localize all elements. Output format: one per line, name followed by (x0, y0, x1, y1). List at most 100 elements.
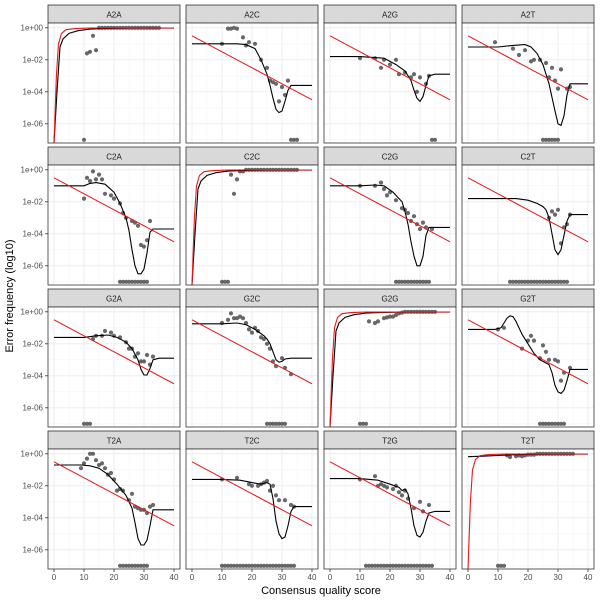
data-point (429, 137, 435, 142)
facet-panel-c2c: C2C (185, 146, 319, 286)
data-point (519, 279, 525, 284)
panel-plot-area (467, 177, 589, 284)
x-tick-label: 0 (52, 573, 57, 582)
data-point (552, 421, 558, 426)
nominal-error-line (329, 177, 451, 243)
data-point (81, 461, 87, 466)
fitted-error-line (468, 315, 588, 395)
y-tick-label: 1e-02 (23, 482, 44, 491)
panel-strip-label: T2C (244, 437, 259, 446)
panel-strip-label: C2G (382, 153, 398, 162)
data-point (513, 279, 519, 284)
data-point (522, 48, 528, 53)
data-point (516, 279, 522, 284)
data-point (402, 563, 408, 568)
data-point (279, 356, 285, 361)
data-point (90, 169, 96, 174)
nominal-error-line (467, 319, 589, 385)
data-point (273, 421, 279, 426)
panel-strip-label: G2T (520, 295, 536, 304)
data-point (234, 26, 240, 31)
y-tick-label: 1e+00 (21, 450, 44, 459)
data-point (240, 35, 246, 40)
data-point (546, 279, 552, 284)
data-point (564, 279, 570, 284)
data-point (123, 279, 129, 284)
data-point (126, 279, 132, 284)
data-point (522, 279, 528, 284)
data-point (426, 563, 432, 568)
data-point (93, 458, 99, 463)
data-point (372, 563, 378, 568)
facet-panel-g2c: G2C (185, 288, 319, 428)
x-tick-label: 20 (248, 573, 257, 582)
data-point (399, 279, 405, 284)
data-point (84, 421, 90, 426)
data-point (96, 172, 102, 177)
data-point (102, 191, 108, 196)
x-tick-label: 20 (386, 573, 395, 582)
panel-plot-area (53, 451, 175, 568)
panel-plot-area (329, 35, 451, 142)
facet-panel-a2t: A2T (461, 4, 595, 144)
data-point (126, 563, 132, 568)
data-point (393, 57, 399, 62)
data-point (516, 52, 522, 58)
data-point (549, 137, 555, 142)
data-point (405, 279, 411, 284)
data-point (417, 75, 423, 80)
x-tick-label: 10 (218, 573, 227, 582)
data-point (543, 279, 549, 284)
panel-plot-area (467, 451, 588, 569)
data-point (543, 137, 549, 142)
data-point (234, 177, 240, 182)
data-point (552, 212, 558, 217)
data-point (228, 172, 234, 177)
data-point (144, 238, 150, 243)
panel-border (461, 306, 595, 428)
data-point (366, 319, 372, 324)
data-point (558, 279, 564, 284)
data-point (117, 563, 123, 568)
data-point (291, 137, 297, 142)
data-point (264, 478, 270, 484)
data-point (108, 193, 114, 198)
data-point (222, 279, 228, 284)
data-point (501, 325, 507, 330)
data-point (240, 563, 246, 568)
data-point (93, 177, 99, 182)
data-point (276, 421, 282, 426)
data-point (375, 319, 381, 324)
data-point (525, 279, 531, 284)
data-point (234, 563, 240, 568)
data-point (102, 328, 108, 334)
data-point (543, 349, 549, 354)
data-point (225, 317, 231, 322)
data-point (414, 89, 420, 94)
panel-strip-label: A2A (106, 11, 122, 20)
data-point (231, 316, 237, 321)
data-point (531, 279, 537, 284)
data-point (417, 499, 423, 504)
data-point (108, 470, 114, 476)
data-point (417, 563, 423, 568)
data-point (234, 475, 240, 480)
data-point (240, 316, 246, 321)
data-point (561, 279, 567, 284)
data-point (87, 451, 93, 456)
x-tick-label: 0 (190, 573, 195, 582)
panel-border (47, 164, 181, 286)
data-point (99, 177, 105, 182)
data-point (225, 563, 231, 568)
data-point (555, 207, 561, 212)
data-point (120, 563, 126, 568)
data-point (531, 338, 537, 343)
panel-strip-label: A2G (382, 11, 398, 20)
panel-plot-area (467, 35, 589, 142)
data-point (117, 279, 123, 284)
data-point (540, 343, 546, 348)
data-point (414, 279, 420, 284)
x-axis-title: Consensus quality score (261, 585, 381, 597)
data-point (378, 180, 384, 185)
nominal-error-line (467, 453, 588, 569)
